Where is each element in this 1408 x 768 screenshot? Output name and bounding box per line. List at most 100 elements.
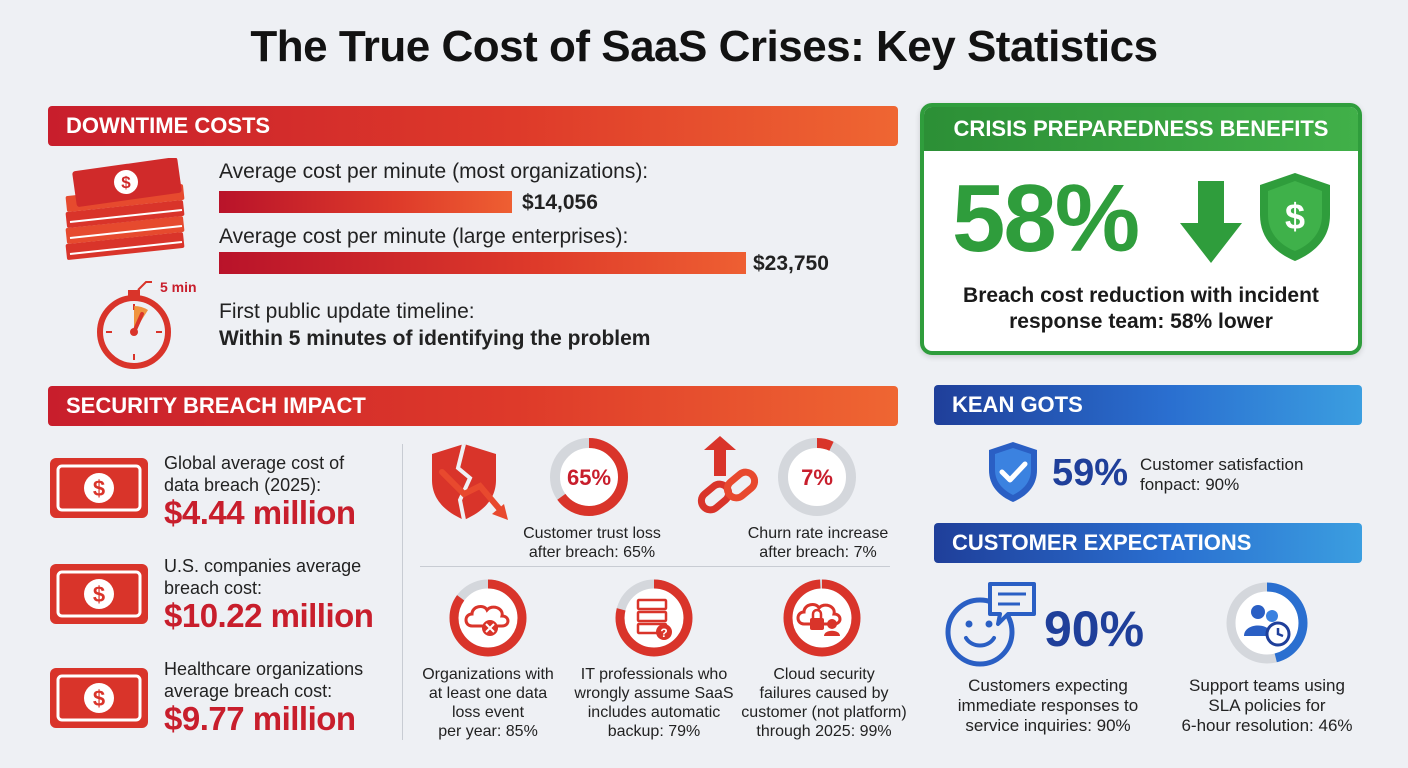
kean-caption-1: Customer satisfaction <box>1140 455 1304 474</box>
money-stack-icon: $ <box>65 158 185 260</box>
cost-label-most: Average cost per minute (most organizati… <box>219 160 649 183</box>
trust-loss-donut: 65% <box>550 438 628 516</box>
backup-caption: IT professionals who wrongly assume SaaS… <box>568 665 740 741</box>
breach-us-label: U.S. companies average breach cost: <box>164 555 361 599</box>
svg-text:$: $ <box>93 476 105 501</box>
data-loss-caption-1: Organizations with <box>422 666 554 683</box>
trust-loss-caption-1: Customer trust loss <box>523 525 661 542</box>
data-loss-caption: Organizations with at least one data los… <box>408 665 568 741</box>
cloud-failure-caption: Cloud security failures caused by custom… <box>734 665 914 741</box>
cost-label-large: Average cost per minute (large enterpris… <box>219 225 629 248</box>
backup-arc <box>615 579 693 657</box>
data-loss-donut <box>449 579 527 657</box>
expectations-caption-1-line-3: service inquiries: 90% <box>965 716 1131 735</box>
cloud-failure-arc <box>783 579 861 657</box>
cloud-failure-caption-2: failures caused by <box>759 685 889 702</box>
expectations-caption-2-line-2: SLA policies for <box>1208 696 1326 715</box>
svg-text:?: ? <box>660 626 667 640</box>
stopwatch-icon <box>97 281 171 369</box>
trust-loss-arc <box>550 438 628 516</box>
data-loss-caption-4: per year: 85% <box>438 723 538 740</box>
cost-bar-most <box>219 191 512 213</box>
trust-loss-caption-2: after breach: 65% <box>528 544 656 561</box>
breach-health-label-2: average breach cost: <box>164 681 333 701</box>
expectations-caption-1-line-2: immediate responses to <box>957 696 1139 715</box>
check-shield-icon <box>989 442 1037 502</box>
kean-banner: KEAN GOTS <box>934 385 1362 425</box>
server-question-icon: ? <box>636 598 672 640</box>
backup-caption-2: wrongly assume SaaS <box>574 685 734 702</box>
dollar-shield-icon: $ <box>1260 173 1330 261</box>
expectations-caption-2-line-3: 6-hour resolution: 46% <box>1181 716 1353 735</box>
expectations-percent: 90% <box>1044 601 1145 657</box>
timer-tag: 5 min <box>160 279 197 295</box>
breach-health-value: $9.77 million <box>164 700 356 737</box>
cloud-failure-caption-3: customer (not platform) <box>741 704 907 721</box>
cloud-failure-caption-1: Cloud security <box>773 666 875 683</box>
expectations-caption-2-line-1: Support teams using <box>1189 676 1345 695</box>
smiley-chat-icon <box>945 582 1036 667</box>
expectations-caption-1-line-1: Customers expecting <box>968 676 1128 695</box>
churn-caption-2: after breach: 7% <box>759 544 877 561</box>
kean-percent: 59% <box>1052 452 1129 494</box>
broken-chain-icon <box>697 436 759 514</box>
churn-percent: 7% <box>801 465 833 490</box>
breach-divider-horizontal <box>420 566 890 567</box>
cloud-failure-caption-4: through 2025: 99% <box>756 723 892 740</box>
expectations-banner: CUSTOMER EXPECTATIONS <box>934 523 1362 563</box>
backup-caption-1: IT professionals who <box>580 666 728 683</box>
update-label: First public update timeline: <box>219 300 475 323</box>
broken-shield-icon <box>432 443 508 521</box>
cloud-failure-donut <box>783 579 861 657</box>
cost-bar-large <box>219 252 746 274</box>
support-arc <box>1226 582 1308 664</box>
kean-caption-2: fonpact: 90% <box>1140 475 1240 494</box>
support-donut <box>1226 582 1308 664</box>
data-loss-caption-3: loss event <box>451 704 525 721</box>
breach-global-value: $4.44 million <box>164 494 356 531</box>
expectations-caption-1: Customers expecting immediate responses … <box>938 676 1158 736</box>
team-clock-icon <box>1244 605 1291 647</box>
backup-caption-3: includes automatic <box>587 704 721 721</box>
banknote-icon: $ <box>50 564 148 624</box>
data-loss-caption-2: at least one data <box>428 685 548 702</box>
breach-banner: SECURITY BREACH IMPACT <box>48 386 898 426</box>
breach-us-label-1: U.S. companies average <box>164 556 362 576</box>
cost-value-most: $14,056 <box>522 191 598 214</box>
churn-donut: 7% <box>778 438 856 516</box>
cloud-error-icon <box>464 605 510 636</box>
breach-global-label-1: Global average cost of <box>164 453 345 473</box>
cloud-lock-user-icon <box>796 603 842 636</box>
cost-value-large: $23,750 <box>753 252 829 275</box>
breach-health-label-1: Healthcare organizations <box>164 659 364 679</box>
breach-us-value: $10.22 million <box>164 597 374 634</box>
expectations-caption-2: Support teams using SLA policies for 6-h… <box>1164 676 1370 736</box>
trust-loss-caption: Customer trust loss after breach: 65% <box>504 524 680 562</box>
svg-text:$: $ <box>93 686 105 711</box>
churn-arc <box>778 438 856 516</box>
churn-caption: Churn rate increase after breach: 7% <box>730 524 906 562</box>
kean-caption: Customer satisfaction fonpact: 90% <box>1140 455 1303 495</box>
banknote-icon: $ <box>50 668 148 728</box>
churn-caption-1: Churn rate increase <box>747 525 889 542</box>
downtime-banner: DOWNTIME COSTS <box>48 106 898 146</box>
update-value: Within 5 minutes of identifying the prob… <box>219 327 651 350</box>
preparedness-banner: CRISIS PREPAREDNESS BENEFITS <box>924 107 1358 151</box>
data-loss-arc <box>449 579 527 657</box>
down-arrow-icon <box>1180 181 1242 263</box>
preparedness-card: CRISIS PREPAREDNESS BENEFITS 58% $ Breac… <box>920 103 1362 355</box>
breach-global-label: Global average cost of data breach (2025… <box>164 452 344 496</box>
preparedness-caption-1: Breach cost reduction with incident <box>963 284 1319 307</box>
preparedness-percent: 58% <box>952 165 1140 272</box>
breach-health-label: Healthcare organizations average breach … <box>164 658 363 702</box>
banknote-icon: $ <box>50 458 148 518</box>
svg-text:$: $ <box>93 582 105 607</box>
backup-caption-4: backup: 79% <box>607 723 701 740</box>
svg-text:$: $ <box>1285 196 1305 237</box>
page-title: The True Cost of SaaS Crises: Key Statis… <box>250 22 1158 71</box>
breach-us-label-2: breach cost: <box>164 578 263 598</box>
svg-text:$: $ <box>121 173 131 192</box>
backup-donut: ? <box>615 579 693 657</box>
breach-global-label-2: data breach (2025): <box>164 475 322 495</box>
breach-divider-vertical <box>402 444 403 740</box>
